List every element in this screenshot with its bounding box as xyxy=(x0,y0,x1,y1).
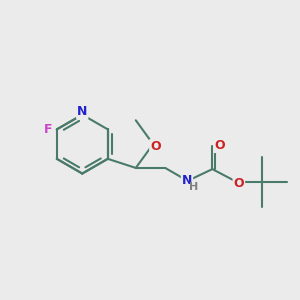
Text: O: O xyxy=(214,139,225,152)
Text: O: O xyxy=(150,140,161,153)
Text: F: F xyxy=(44,123,52,136)
Text: O: O xyxy=(233,177,244,190)
Text: H: H xyxy=(189,182,198,192)
Text: N: N xyxy=(182,174,192,187)
Text: N: N xyxy=(77,105,88,118)
